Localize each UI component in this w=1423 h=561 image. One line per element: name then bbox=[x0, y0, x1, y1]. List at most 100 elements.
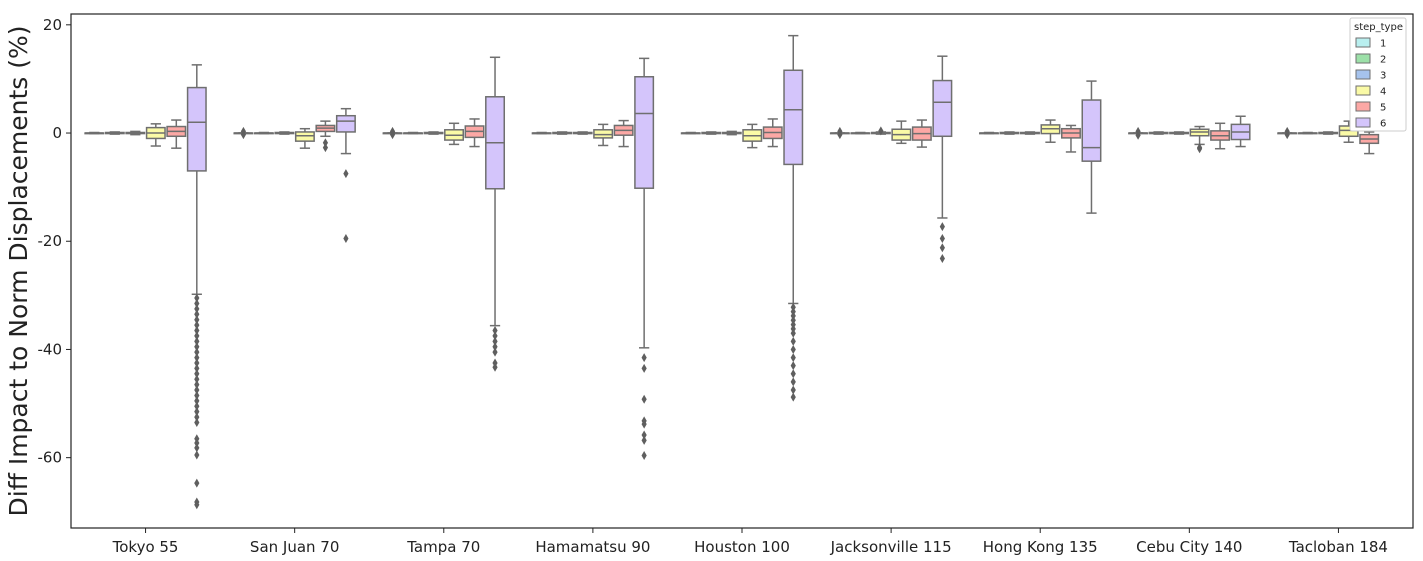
legend-label-1: 1 bbox=[1380, 39, 1386, 50]
legend-label-6: 6 bbox=[1380, 119, 1386, 130]
outlier-point bbox=[790, 328, 796, 338]
box-3-2 bbox=[423, 131, 444, 135]
y-tick-label: 0 bbox=[52, 124, 62, 142]
box-body bbox=[634, 76, 655, 189]
y-tick-label: 20 bbox=[43, 16, 62, 34]
outlier-point bbox=[492, 331, 498, 341]
box-6-6 bbox=[1081, 80, 1102, 214]
box-1-3 bbox=[531, 131, 552, 135]
box-2-7 bbox=[1148, 131, 1169, 135]
outlier-point bbox=[1135, 130, 1141, 140]
legend-label-2: 2 bbox=[1380, 55, 1386, 66]
outlier-point bbox=[790, 353, 796, 363]
outlier-point bbox=[194, 401, 200, 411]
outlier-point bbox=[194, 385, 200, 395]
outlier-point bbox=[194, 500, 200, 510]
box-body bbox=[1081, 99, 1102, 162]
box-body bbox=[294, 131, 315, 142]
outlier-point bbox=[194, 315, 200, 325]
outlier-point bbox=[194, 309, 200, 319]
box-5-5 bbox=[911, 119, 932, 148]
x-tick-label: Hong Kong 135 bbox=[983, 538, 1098, 556]
box-3-8 bbox=[1318, 131, 1339, 135]
box-4-2 bbox=[444, 122, 465, 146]
box-2-4 bbox=[701, 131, 722, 135]
box-5-8 bbox=[1359, 131, 1380, 155]
box-2-8 bbox=[1297, 131, 1318, 135]
box-5-4 bbox=[762, 118, 783, 148]
box-5-7 bbox=[1210, 122, 1231, 150]
legend-title: step_type bbox=[1354, 22, 1403, 33]
legend-swatch-5 bbox=[1355, 101, 1371, 112]
box-body bbox=[335, 114, 356, 133]
x-tick-label: Hamamatsu 90 bbox=[535, 538, 650, 556]
outlier-point bbox=[194, 363, 200, 373]
outlier-point bbox=[194, 358, 200, 368]
box-6-5 bbox=[932, 55, 953, 264]
box-5-2 bbox=[464, 118, 485, 148]
outlier-point bbox=[492, 342, 498, 352]
box-4-4 bbox=[742, 123, 763, 149]
box-3-5 bbox=[870, 126, 891, 136]
box-3-3 bbox=[572, 131, 593, 135]
y-tick-label: -40 bbox=[38, 340, 63, 358]
legend-label-3: 3 bbox=[1380, 71, 1386, 82]
box-6-2 bbox=[485, 56, 506, 372]
box-4-5 bbox=[891, 120, 912, 145]
box-3-7 bbox=[1169, 131, 1190, 135]
axes-frame bbox=[70, 13, 1414, 529]
box-6-3 bbox=[634, 57, 655, 460]
outlier-point bbox=[641, 419, 647, 429]
outlier-point bbox=[194, 353, 200, 363]
legend-swatch-6 bbox=[1355, 117, 1371, 128]
box-2-2 bbox=[403, 131, 424, 135]
box-body bbox=[932, 79, 953, 138]
box-body bbox=[783, 69, 804, 166]
box-2-0 bbox=[104, 131, 125, 135]
outlier-point bbox=[641, 363, 647, 373]
x-tick-label: Tokyo 55 bbox=[112, 538, 179, 556]
box-1-7 bbox=[1128, 126, 1149, 140]
outlier-point bbox=[1284, 130, 1290, 140]
outlier-point bbox=[343, 169, 349, 179]
box-1-0 bbox=[84, 131, 105, 135]
outlier-point bbox=[194, 380, 200, 390]
outlier-point bbox=[194, 396, 200, 406]
legend-swatch-4 bbox=[1355, 85, 1371, 96]
outlier-point bbox=[1196, 144, 1203, 154]
outlier-point bbox=[790, 385, 796, 395]
outlier-point bbox=[194, 336, 200, 346]
outlier-point bbox=[878, 126, 884, 136]
outlier-point bbox=[641, 394, 647, 404]
box-5-3 bbox=[613, 119, 634, 148]
x-tick-label: Cebu City 140 bbox=[1136, 538, 1242, 556]
outlier-point bbox=[194, 347, 200, 357]
outlier-point bbox=[790, 392, 796, 402]
box-6-7 bbox=[1230, 115, 1251, 148]
outlier-point bbox=[939, 254, 945, 264]
box-body bbox=[186, 86, 207, 172]
x-tick-label: Houston 100 bbox=[694, 538, 790, 556]
box-1-6 bbox=[978, 131, 999, 135]
outlier-point bbox=[641, 450, 647, 460]
y-axis-label: Diff Impact to Norm Displacements (%) bbox=[4, 25, 33, 516]
y-tick-label: -20 bbox=[38, 232, 63, 250]
outlier-point bbox=[194, 407, 200, 417]
box-1-5 bbox=[829, 126, 850, 140]
box-3-4 bbox=[721, 130, 742, 136]
outlier-point bbox=[194, 438, 200, 448]
box-5-6 bbox=[1060, 124, 1081, 153]
x-tick-label: Tacloban 184 bbox=[1288, 538, 1388, 556]
outlier-point bbox=[492, 362, 498, 372]
box-3-6 bbox=[1019, 131, 1040, 135]
box-1-1 bbox=[233, 126, 254, 140]
outlier-point bbox=[641, 353, 647, 363]
legend: step_type 1 2 3 4 5 6 bbox=[1349, 17, 1407, 132]
outlier-point bbox=[194, 304, 200, 314]
box-2-3 bbox=[552, 131, 573, 135]
outlier-point bbox=[790, 336, 796, 346]
x-tick-label: San Juan 70 bbox=[250, 538, 339, 556]
outlier-point bbox=[194, 293, 200, 303]
outlier-point bbox=[790, 377, 796, 387]
